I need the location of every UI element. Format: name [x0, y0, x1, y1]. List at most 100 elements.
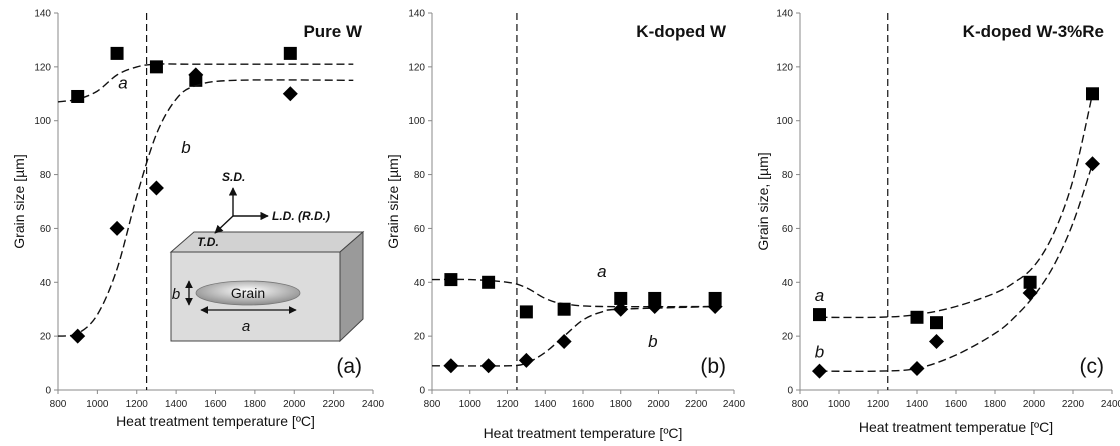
x-tick-label: 1000 [828, 399, 851, 410]
data-point-diamond [812, 363, 827, 379]
panel-title: K-doped W-3%Re [963, 22, 1104, 41]
y-tick-label: 0 [419, 386, 425, 397]
x-tick-label: 1600 [945, 399, 968, 410]
y-tick-label: 0 [787, 386, 793, 397]
chart-panel-3: 0 20 40 60 80 100 120 140 800 1000 1200 1400 1600 180… [755, 9, 1120, 436]
panel-label: (a) [336, 355, 362, 378]
y-tick-label: 140 [408, 9, 425, 20]
y-axis-title: Grain size [µm] [11, 154, 27, 248]
x-tick-label: 2000 [647, 399, 670, 410]
y-tick-label: 80 [40, 170, 52, 181]
data-point-square [110, 46, 124, 60]
y-tick-label: 100 [408, 116, 425, 127]
x-tick-label: 1400 [165, 399, 188, 410]
curve-label-b: b [815, 343, 824, 362]
grain-label: Grain [231, 285, 265, 301]
ld-axis-label: L.D. (R.D.) [272, 209, 330, 223]
data-point-diamond [909, 360, 925, 376]
data-point-diamond [1022, 285, 1038, 301]
x-tick-label: 2200 [685, 399, 708, 410]
y-tick-label: 0 [45, 386, 51, 397]
x-tick-label: 2200 [323, 399, 346, 410]
y-tick-label: 120 [776, 62, 793, 73]
x-tick-label: 1600 [572, 399, 595, 410]
y-tick-label: 40 [40, 278, 52, 289]
data-point-diamond [518, 352, 534, 368]
y-tick-label: 80 [782, 170, 794, 181]
y-tick-label: 120 [408, 62, 425, 73]
y-tick-label: 100 [776, 116, 793, 127]
data-point-diamond [188, 67, 204, 83]
y-axis-title: Grain size [µm] [385, 154, 401, 248]
panel-title: K-doped W [636, 22, 727, 41]
grain-ellipse [195, 280, 301, 306]
data-point-diamond [148, 180, 164, 196]
trend-line-a [57, 63, 354, 103]
trend-line-b [431, 305, 716, 367]
data-point-square [482, 275, 496, 289]
trend-line-a [819, 93, 1094, 319]
x-tick-label: 1200 [867, 399, 890, 410]
data-point-diamond [556, 334, 572, 350]
data-point-diamond [929, 334, 944, 350]
chart-panel-1: 0 20 40 60 80 100 120 140 800 1000 1200 1400 1600 180… [11, 9, 385, 430]
grain-schematic-inset: Grain a b S.D. L.D. (R.D.) T.D. [169, 170, 365, 343]
dimension-label-a: a [242, 318, 250, 335]
data-point-diamond [707, 299, 723, 315]
data-point-square [930, 316, 943, 330]
y-tick-label: 60 [782, 224, 794, 235]
data-point-square [1086, 87, 1099, 101]
x-tick-label: 2200 [1062, 399, 1085, 410]
curve-label-a: a [815, 286, 824, 305]
data-point-square [149, 60, 163, 74]
curve-label-b: b [181, 138, 190, 157]
y-tick-label: 60 [40, 224, 52, 235]
x-tick-label: 2400 [1101, 399, 1120, 410]
curve-label-b: b [648, 332, 657, 351]
y-tick-label: 140 [34, 9, 51, 20]
x-tick-label: 1600 [204, 399, 227, 410]
x-tick-label: 2000 [283, 399, 306, 410]
x-tick-label: 1800 [244, 399, 267, 410]
data-point-diamond [481, 358, 497, 374]
y-tick-label: 20 [40, 332, 52, 343]
data-point-diamond [109, 220, 125, 236]
data-point-square [71, 89, 85, 103]
dimension-label-b: b [172, 286, 180, 303]
x-tick-label: 1800 [984, 399, 1007, 410]
td-axis-arrow [214, 215, 234, 234]
y-tick-label: 20 [782, 332, 794, 343]
x-tick-label: 800 [792, 399, 809, 410]
data-point-square [813, 308, 826, 322]
y-tick-label: 80 [414, 170, 426, 181]
x-tick-label: 1400 [906, 399, 929, 410]
x-tick-label: 1400 [534, 399, 557, 410]
x-tick-label: 2400 [362, 399, 385, 410]
x-tick-label: 1200 [126, 399, 149, 410]
x-axis-title: Heat treatment temperature [ºC] [116, 413, 315, 429]
data-point-diamond [443, 358, 459, 374]
data-point-diamond [282, 86, 298, 102]
data-point-square [557, 302, 571, 316]
y-tick-label: 20 [414, 332, 426, 343]
y-axis-title: Grain size, [µm] [755, 152, 771, 250]
box-side-face [339, 230, 364, 343]
x-tick-label: 2000 [1023, 399, 1046, 410]
y-tick-label: 100 [34, 116, 51, 127]
x-tick-label: 2400 [723, 399, 746, 410]
curve-label-a: a [118, 73, 127, 92]
data-point-square [910, 310, 924, 324]
x-tick-label: 1000 [86, 399, 109, 410]
y-tick-label: 40 [782, 278, 794, 289]
curve-label-a: a [597, 262, 606, 281]
x-tick-label: 800 [50, 399, 67, 410]
trend-line-a [431, 278, 716, 308]
x-tick-label: 1000 [459, 399, 482, 410]
x-axis-title: Heat treatment temperatue [ºC] [859, 419, 1053, 435]
data-point-diamond [613, 301, 629, 317]
data-point-square [708, 291, 722, 305]
data-point-square [283, 46, 297, 60]
sd-axis-label: S.D. [222, 170, 245, 184]
trend-line-b [819, 163, 1094, 373]
